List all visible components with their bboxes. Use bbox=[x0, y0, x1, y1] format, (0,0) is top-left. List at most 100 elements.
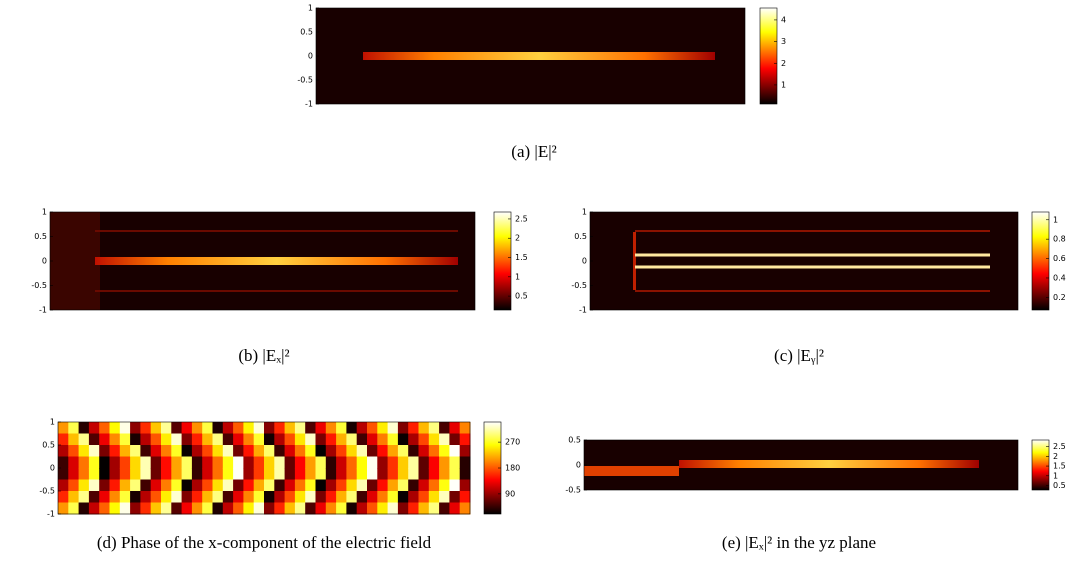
heatmap-cell bbox=[336, 422, 347, 434]
heatmap-cell bbox=[356, 502, 368, 515]
colorbar-tick-label: 0.5 bbox=[515, 292, 528, 301]
heatmap-cell bbox=[439, 422, 450, 434]
heatmap-cell bbox=[150, 422, 162, 434]
heatmap-cell bbox=[418, 445, 430, 457]
heatmap-stripe bbox=[584, 466, 679, 476]
heatmap-cell bbox=[336, 502, 347, 515]
heatmap-cell bbox=[109, 433, 121, 446]
y-tick-label: 0.5 bbox=[568, 436, 581, 445]
heatmap-cell bbox=[243, 502, 255, 515]
heatmap-cell bbox=[253, 491, 265, 503]
colorbar-tick-label: 4 bbox=[781, 15, 786, 24]
heatmap-cell bbox=[233, 491, 244, 503]
y-tick-label: -0.5 bbox=[565, 486, 581, 495]
heatmap-cell bbox=[171, 422, 183, 434]
heatmap-cell bbox=[99, 422, 110, 434]
heatmap-cell bbox=[336, 468, 347, 480]
heatmap-cell bbox=[428, 445, 440, 457]
heatmap-cell bbox=[130, 422, 141, 434]
heatmap-cell bbox=[408, 479, 419, 492]
heatmap-cell bbox=[377, 433, 389, 446]
caption: (a) |E|² bbox=[511, 142, 556, 161]
heatmap-cell bbox=[202, 422, 213, 434]
heatmap-cell bbox=[449, 422, 461, 434]
heatmap-cell bbox=[181, 456, 193, 469]
heatmap-cell bbox=[140, 502, 152, 515]
heatmap-cell bbox=[119, 456, 131, 469]
heatmap-cell bbox=[181, 445, 193, 457]
heatmap-cell bbox=[109, 422, 121, 434]
heatmap-cell bbox=[346, 456, 358, 469]
heatmap-cell bbox=[449, 433, 461, 446]
heatmap-cell bbox=[78, 479, 90, 492]
heatmap-line bbox=[635, 253, 990, 257]
y-tick-label: 1 bbox=[308, 4, 313, 13]
heatmap-line bbox=[635, 230, 990, 232]
heatmap-cell bbox=[336, 456, 347, 469]
y-tick-label: 1 bbox=[582, 208, 587, 217]
heatmap-line bbox=[635, 265, 990, 269]
heatmap-stripe bbox=[363, 52, 715, 60]
colorbar-tick-label: 2.5 bbox=[515, 214, 528, 223]
heatmap-cell bbox=[367, 491, 378, 503]
y-tick-label: 1 bbox=[50, 418, 55, 427]
heatmap-cell bbox=[356, 479, 368, 492]
heatmap-cell bbox=[150, 479, 162, 492]
heatmap-cell bbox=[109, 502, 121, 515]
heatmap-cell bbox=[119, 445, 131, 457]
heatmap-cell bbox=[150, 468, 162, 480]
heatmap-cell bbox=[181, 491, 193, 503]
heatmap-cell bbox=[130, 468, 141, 480]
heatmap-cell bbox=[367, 456, 378, 469]
heatmap-cell bbox=[253, 456, 265, 469]
heatmap-cell bbox=[253, 445, 265, 457]
heatmap-cell bbox=[212, 502, 224, 515]
heatmap-cell bbox=[377, 479, 389, 492]
heatmap-cell bbox=[88, 468, 100, 480]
colorbar-tick-label: 270 bbox=[505, 438, 520, 447]
heatmap-cell bbox=[449, 479, 461, 492]
heatmap-cell bbox=[274, 422, 286, 434]
heatmap-cell bbox=[459, 468, 471, 480]
heatmap-cell bbox=[408, 433, 419, 446]
heatmap-cell bbox=[264, 491, 275, 503]
heatmap-cell bbox=[150, 445, 162, 457]
heatmap-cell bbox=[274, 456, 286, 469]
heatmap-cell bbox=[109, 456, 121, 469]
heatmap-line bbox=[95, 230, 458, 232]
heatmap-cell bbox=[171, 468, 183, 480]
heatmap-cell bbox=[58, 479, 69, 492]
heatmap-cell bbox=[408, 502, 419, 515]
heatmap-cell bbox=[377, 456, 389, 469]
heatmap-cell bbox=[243, 468, 255, 480]
heatmap-cell bbox=[212, 491, 224, 503]
heatmap-cell bbox=[428, 502, 440, 515]
heatmap-cell bbox=[140, 445, 152, 457]
heatmap-cell bbox=[264, 502, 275, 515]
heatmap-cell bbox=[325, 479, 337, 492]
heatmap-cell bbox=[387, 479, 399, 492]
heatmap-cell bbox=[119, 502, 131, 515]
heatmap-cell bbox=[99, 502, 110, 515]
colorbar-tick-label: 1.5 bbox=[1053, 462, 1066, 471]
heatmap-cell bbox=[161, 433, 172, 446]
heatmap-cell bbox=[264, 433, 275, 446]
heatmap-cell bbox=[171, 502, 183, 515]
heatmap-cell bbox=[294, 502, 306, 515]
heatmap-cell bbox=[387, 468, 399, 480]
colorbar-tick-label: 3 bbox=[781, 37, 786, 46]
heatmap-stripe bbox=[679, 460, 979, 468]
heatmap-cell bbox=[459, 479, 471, 492]
y-tick-label: -1 bbox=[47, 510, 55, 519]
heatmap-cell bbox=[449, 456, 461, 469]
heatmap-cell bbox=[284, 433, 296, 446]
heatmap-cell bbox=[130, 445, 141, 457]
heatmap-cell bbox=[78, 422, 90, 434]
heatmap-cell bbox=[387, 456, 399, 469]
heatmap-cell bbox=[418, 456, 430, 469]
heatmap-cell bbox=[140, 491, 152, 503]
heatmap-cell bbox=[305, 479, 316, 492]
heatmap-cell bbox=[459, 422, 471, 434]
heatmap-cell bbox=[161, 456, 172, 469]
heatmap-cell bbox=[78, 456, 90, 469]
